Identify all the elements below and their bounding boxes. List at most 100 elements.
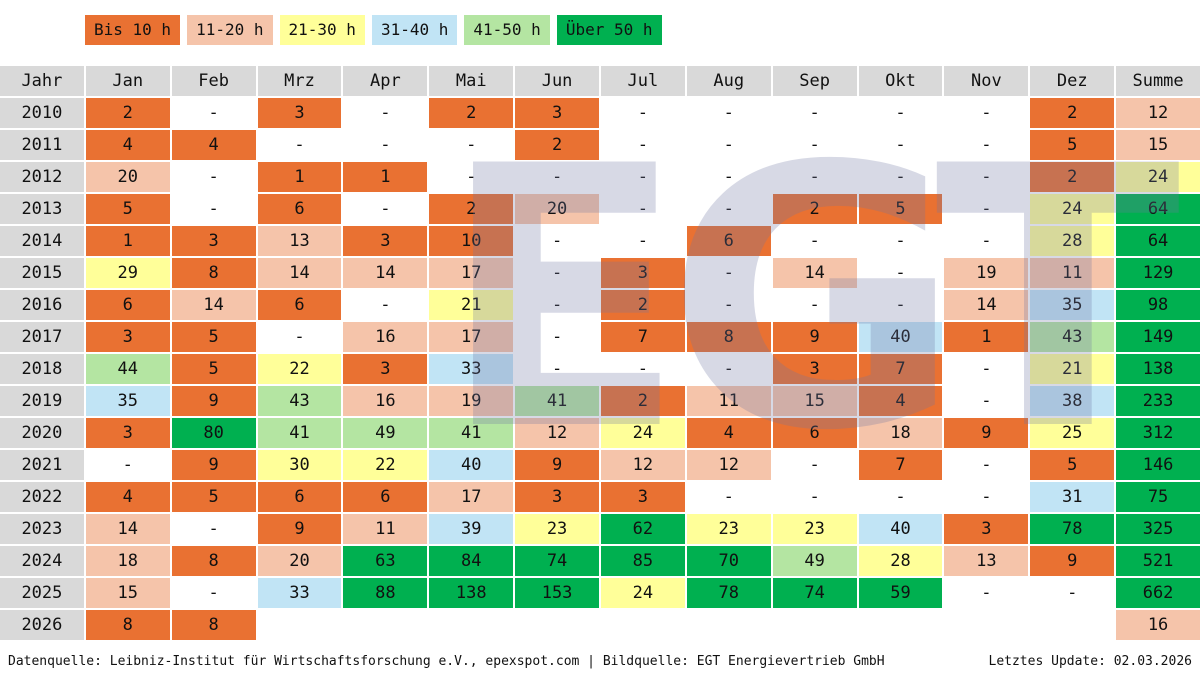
heatmap-cell: - — [686, 194, 771, 224]
heatmap-cell: 18 — [858, 418, 943, 448]
sum-cell: 24 — [1116, 162, 1200, 192]
heatmap-cell: 9 — [772, 322, 857, 352]
heatmap-cell: 2 — [429, 98, 514, 128]
heatmap-cell: - — [686, 130, 771, 160]
heatmap-cell: 2 — [515, 130, 599, 160]
heatmap-cell: 4 — [171, 130, 256, 160]
heatmap-cell: 63 — [343, 546, 428, 576]
row-header-year: 2016 — [0, 290, 84, 320]
heatmap-cell: - — [600, 98, 685, 128]
heatmap-cell: 3 — [171, 226, 256, 256]
heatmap-cell: - — [944, 162, 1029, 192]
heatmap-cell: 74 — [772, 578, 857, 608]
heatmap-cell: 24 — [1030, 194, 1115, 224]
legend-item: 31-40 h — [371, 15, 458, 45]
heatmap-cell: - — [944, 578, 1029, 608]
heatmap-cell: - — [686, 290, 771, 320]
heatmap-cell: 23 — [772, 514, 857, 544]
heatmap-cell: - — [858, 258, 943, 288]
sum-cell: 129 — [1116, 258, 1200, 288]
heatmap-cell: - — [171, 578, 256, 608]
heatmap-cell: 2 — [1030, 98, 1115, 128]
heatmap-cell: 1 — [257, 162, 342, 192]
heatmap-cell: 14 — [171, 290, 256, 320]
legend-item: Bis 10 h — [85, 15, 181, 45]
heatmap-cell: 35 — [85, 386, 170, 416]
heatmap-cell: 10 — [429, 226, 514, 256]
heatmap-cell: - — [858, 226, 943, 256]
legend-item: Über 50 h — [556, 15, 662, 45]
heatmap-cell: 15 — [85, 578, 170, 608]
heatmap-cell: 7 — [600, 322, 685, 352]
heatmap-cell — [515, 610, 599, 640]
heatmap-cell: - — [343, 130, 428, 160]
heatmap-cell: 5 — [858, 194, 943, 224]
heatmap-cell: 3 — [85, 418, 170, 448]
heatmap-cell: 17 — [429, 322, 514, 352]
heatmap-cell: 2 — [85, 98, 170, 128]
heatmap-cell: 138 — [429, 578, 514, 608]
sum-cell: 146 — [1116, 450, 1200, 480]
heatmap-cell: - — [772, 450, 857, 480]
heatmap-cell: 18 — [85, 546, 170, 576]
heatmap-cell: 6 — [257, 290, 342, 320]
heatmap-cell: 31 — [1030, 482, 1115, 512]
heatmap-cell: 5 — [1030, 450, 1115, 480]
heatmap-cell: 84 — [429, 546, 514, 576]
row-header-year: 2012 — [0, 162, 84, 192]
heatmap-cell: - — [600, 162, 685, 192]
column-header: Nov — [944, 66, 1029, 96]
heatmap-cell: 41 — [429, 418, 514, 448]
heatmap-cell: 44 — [85, 354, 170, 384]
heatmap-cell: - — [772, 290, 857, 320]
heatmap-cell: 5 — [171, 322, 256, 352]
heatmap-cell: - — [686, 162, 771, 192]
row-header-year: 2023 — [0, 514, 84, 544]
heatmap-cell: - — [515, 226, 599, 256]
sum-cell: 15 — [1116, 130, 1200, 160]
heatmap-cell: 14 — [343, 258, 428, 288]
heatmap-cell: 13 — [257, 226, 342, 256]
heatmap-cell: 11 — [686, 386, 771, 416]
heatmap-cell — [858, 610, 943, 640]
column-header: Feb — [171, 66, 256, 96]
heatmap-cell: 25 — [1030, 418, 1115, 448]
row-header-year: 2011 — [0, 130, 84, 160]
heatmap-cell: 20 — [515, 194, 599, 224]
heatmap-cell: - — [944, 482, 1029, 512]
heatmap-cell: 6 — [257, 482, 342, 512]
heatmap-cell: - — [515, 162, 599, 192]
heatmap-cell: 23 — [515, 514, 599, 544]
heatmap-cell: - — [686, 258, 771, 288]
row-header-year: 2010 — [0, 98, 84, 128]
heatmap-cell: 23 — [686, 514, 771, 544]
heatmap-cell: 9 — [515, 450, 599, 480]
heatmap-cell: 6 — [343, 482, 428, 512]
heatmap-cell: 78 — [1030, 514, 1115, 544]
column-header: Jun — [515, 66, 599, 96]
heatmap-cell: 3 — [944, 514, 1029, 544]
heatmap-cell: 13 — [944, 546, 1029, 576]
heatmap-cell: 33 — [429, 354, 514, 384]
heatmap-cell: 40 — [858, 322, 943, 352]
heatmap-cell: - — [944, 386, 1029, 416]
heatmap-cell — [772, 610, 857, 640]
heatmap-cell: 21 — [1030, 354, 1115, 384]
heatmap-cell: 3 — [600, 482, 685, 512]
heatmap-cell: 33 — [257, 578, 342, 608]
heatmap-cell: - — [944, 226, 1029, 256]
heatmap-cell: 11 — [343, 514, 428, 544]
heatmap-cell: 21 — [429, 290, 514, 320]
heatmap-cell: 8 — [686, 322, 771, 352]
sum-cell: 325 — [1116, 514, 1200, 544]
heatmap-cell: 12 — [600, 450, 685, 480]
heatmap-cell: 80 — [171, 418, 256, 448]
heatmap-cell: 8 — [171, 546, 256, 576]
row-header-year: 2014 — [0, 226, 84, 256]
footer: Datenquelle: Leibniz-Institut für Wirtsc… — [8, 654, 1192, 669]
heatmap-cell: 59 — [858, 578, 943, 608]
heatmap-cell: 153 — [515, 578, 599, 608]
last-update: Letztes Update: 02.03.2026 — [988, 654, 1193, 669]
row-header-year: 2026 — [0, 610, 84, 640]
heatmap-cell: 41 — [257, 418, 342, 448]
